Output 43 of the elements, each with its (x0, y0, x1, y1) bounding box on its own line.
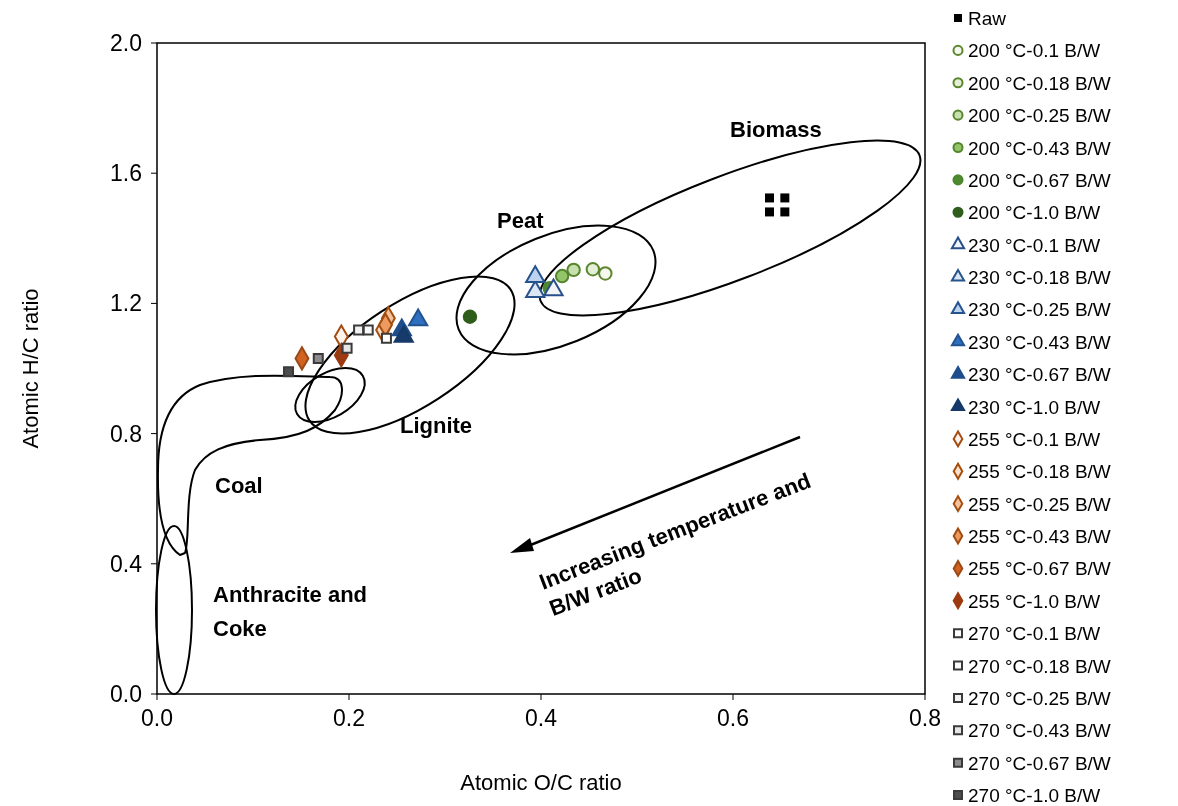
legend-label: 270 °C-0.25 B/W (968, 687, 1111, 709)
legend-label: 255 °C-0.18 B/W (968, 461, 1111, 483)
x-tick-label: 0.8 (909, 705, 941, 731)
legend-label: 255 °C-0.43 B/W (968, 526, 1111, 547)
legend-label: 230 °C-0.18 B/W (968, 267, 1111, 288)
legend-label: 230 °C-0.25 B/W (968, 299, 1111, 321)
annotation: Biomass (730, 117, 822, 142)
legend-label: 230 °C-1.0 B/W (968, 396, 1101, 418)
legend-label: 200 °C-0.18 B/W (968, 72, 1111, 94)
legend-label: 270 °C-0.67 B/W (968, 752, 1111, 774)
legend-label: 255 °C-0.67 B/W (968, 558, 1111, 580)
legend-label: 230 °C-0.1 B/W (968, 234, 1101, 256)
legend-label: 200 °C-0.43 B/W (968, 137, 1111, 159)
x-axis-title: Atomic O/C ratio (460, 770, 622, 795)
annotation: Anthracite and Coke (213, 582, 368, 641)
legend-label: 255 °C-1.0 B/W (968, 590, 1101, 612)
legend-label: 230 °C-0.43 B/W (968, 331, 1111, 353)
legend-label: 200 °C-1.0 B/W (968, 202, 1101, 224)
legend-label: Raw (968, 8, 1007, 29)
legend-label: 200 °C-0.25 B/W (968, 105, 1111, 127)
legend-label: 270 °C-0.43 B/W (968, 720, 1111, 742)
legend-label: 270 °C-0.1 B/W (968, 623, 1101, 645)
annotation: Peat (497, 208, 545, 233)
x-tick-label: 0.4 (525, 705, 558, 731)
y-tick-label: 1.2 (110, 290, 142, 317)
legend-label: 270 °C-0.18 B/W (968, 655, 1111, 677)
legend-label: 200 °C-0.67 B/W (968, 169, 1111, 191)
legend-label: 255 °C-0.1 B/W (968, 428, 1101, 450)
x-tick-label: 0.6 (717, 705, 749, 731)
y-tick-label: 0.0 (110, 681, 142, 707)
y-tick-label: 0.4 (110, 550, 143, 577)
y-tick-label: 2.0 (110, 30, 142, 56)
y-tick-label: 0.8 (110, 420, 142, 447)
legend-label: 255 °C-0.25 B/W (968, 493, 1111, 515)
x-tick-label: 0.0 (141, 705, 173, 731)
legend-label: 230 °C-0.67 B/W (968, 364, 1111, 386)
legend-label: 200 °C-0.1 B/W (968, 40, 1101, 62)
y-tick-label: 1.6 (110, 160, 142, 187)
legend-label: 270 °C-1.0 B/W (968, 785, 1101, 806)
annotation: Coal (215, 473, 263, 498)
annotation: Lignite (400, 413, 473, 438)
y-axis-title: Atomic H/C ratio (18, 288, 43, 449)
x-tick-label: 0.2 (333, 705, 365, 731)
